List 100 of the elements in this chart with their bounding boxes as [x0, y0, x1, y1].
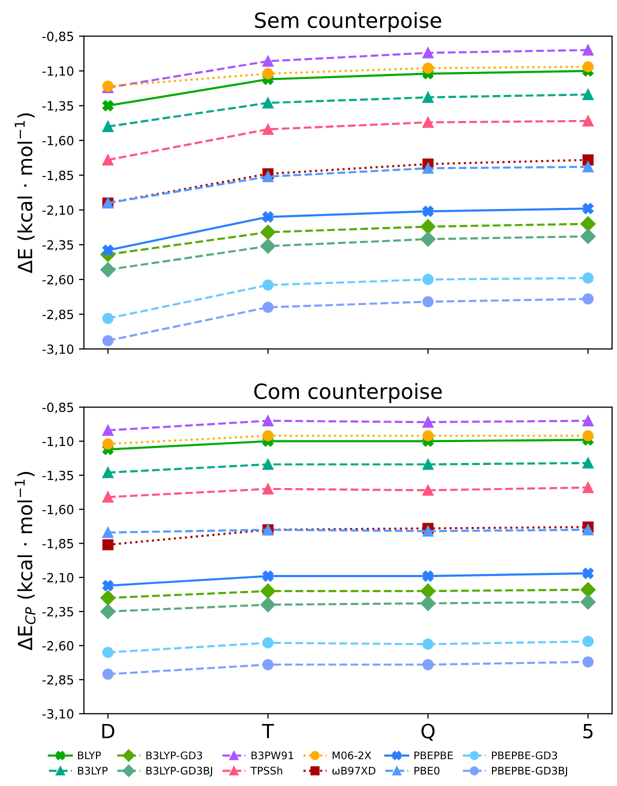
y-tick-label: -3,10 [42, 344, 74, 356]
point [582, 524, 594, 536]
legend-label: PBE0 [414, 766, 440, 775]
point [262, 302, 274, 313]
legend-label: PBEPBE [414, 752, 453, 760]
y-tick-label: -1,10 [42, 66, 74, 78]
point [262, 659, 274, 670]
y-axis-title: ΔE$_{CP}$ (kcal · mol$^{−1}$) [14, 472, 36, 650]
legend-label: PBEPBE-GD3BJ [492, 766, 568, 777]
point [422, 92, 434, 103]
point [102, 646, 114, 658]
point [582, 415, 594, 426]
point [260, 224, 276, 240]
legend-label: ωB97XD [332, 766, 376, 775]
point [422, 116, 434, 128]
legend-label: BLYP [78, 752, 101, 760]
point [102, 100, 114, 112]
x-tick-label: 5 [583, 724, 593, 738]
point [582, 293, 594, 304]
point [422, 484, 434, 496]
y-tick-label: -0,85 [42, 32, 74, 42]
point [422, 47, 434, 58]
point [582, 161, 594, 172]
y-tick-label: -2,10 [42, 205, 74, 216]
point [582, 482, 594, 494]
point [260, 238, 276, 254]
point [582, 457, 594, 469]
point [582, 636, 594, 648]
point [422, 570, 434, 582]
y-tick-label: -1,60 [42, 504, 74, 516]
point [582, 44, 594, 56]
point [102, 466, 114, 478]
point [262, 415, 274, 426]
point [422, 659, 434, 670]
point [420, 232, 436, 247]
legend-label: B3LYP-GD3BJ [146, 766, 212, 777]
point [100, 590, 116, 606]
point [262, 56, 274, 67]
y-tick-label: -2,10 [42, 572, 74, 584]
point [102, 580, 114, 592]
point [262, 97, 274, 108]
y-tick-label: -3,10 [42, 709, 74, 720]
y-tick-label: -2,35 [42, 606, 74, 618]
y-tick-label: -1,85 [42, 538, 74, 550]
point [582, 656, 594, 668]
point [422, 430, 434, 442]
point [102, 120, 114, 132]
point [262, 171, 274, 182]
point [262, 637, 274, 648]
point [102, 335, 114, 346]
point [582, 61, 594, 72]
point [102, 492, 114, 503]
point [262, 570, 274, 582]
point [262, 483, 274, 494]
y-tick-label: -2,60 [42, 641, 74, 652]
point [262, 124, 274, 135]
point [422, 458, 434, 470]
y-tick-label: -2,85 [42, 675, 74, 686]
point [262, 279, 274, 291]
point [102, 526, 114, 538]
point [260, 597, 276, 612]
legend-label: M06-2X [332, 751, 372, 760]
point [422, 62, 434, 74]
point [100, 262, 116, 278]
point [580, 582, 596, 598]
point [102, 424, 114, 436]
point [100, 604, 116, 620]
point [582, 430, 594, 442]
point [420, 584, 436, 599]
y-tick-label: -1,35 [42, 101, 74, 112]
point [422, 162, 434, 174]
point [582, 568, 594, 579]
point [420, 219, 436, 234]
y-tick-label: -2,60 [42, 274, 74, 286]
point [102, 539, 114, 550]
legend-label: B3LYP-GD3 [146, 751, 202, 760]
point [582, 203, 594, 214]
point [102, 438, 114, 450]
point [422, 274, 434, 286]
point [582, 88, 594, 100]
point [580, 228, 596, 244]
point [420, 596, 436, 611]
point [422, 206, 434, 217]
point [582, 115, 594, 127]
y-axis-title: ΔE (kcal · mol$^{−1}$) [14, 113, 35, 274]
point [582, 272, 594, 284]
legend-label: PBEPBE-GD3 [492, 751, 558, 760]
point [102, 312, 114, 324]
point [262, 430, 274, 442]
legend-label: TPSSh [250, 766, 282, 775]
legend-label: B3LYP [78, 766, 108, 775]
point [580, 594, 596, 610]
legend-label: B3PW91 [252, 751, 294, 760]
y-tick-label: -1,10 [42, 436, 74, 448]
point [260, 584, 276, 599]
x-tick-label: Q [421, 724, 435, 741]
chart-title: Com counterpoise [254, 382, 442, 404]
point [422, 416, 434, 428]
point [422, 296, 434, 308]
x-tick-label: D [102, 724, 114, 738]
